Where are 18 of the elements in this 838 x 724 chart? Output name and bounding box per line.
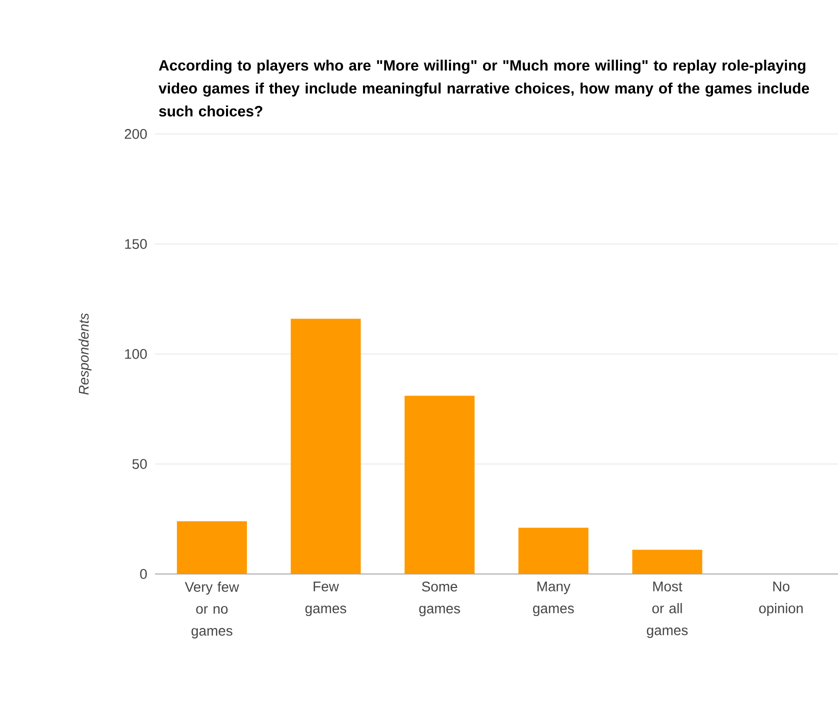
x-tick-label: Few games xyxy=(305,582,346,616)
chart-title: According to players who are "More willing" or "Much more willing" to replay role-playing video games if they include meaningful narrative choices, how many of the games include such choices? xyxy=(158,60,810,116)
y-tick-label: 50 xyxy=(132,459,147,469)
y-tick-label: 0 xyxy=(140,569,147,579)
y-tick-label: 150 xyxy=(125,239,147,249)
x-tick-label: Very few or no games xyxy=(184,582,240,638)
bar xyxy=(290,318,361,574)
bar xyxy=(176,521,247,574)
x-tick-label: Some games xyxy=(419,582,460,616)
x-tick-label: Most or all games xyxy=(646,582,688,638)
bar xyxy=(404,396,475,574)
bar xyxy=(518,528,588,574)
y-tick-label: 100 xyxy=(125,349,147,359)
bar xyxy=(632,550,702,574)
x-tick-label: No opinion xyxy=(759,582,803,616)
y-axis-title: Respondents xyxy=(78,313,92,395)
y-tick-label: 200 xyxy=(124,129,147,139)
x-tick-label: Many games xyxy=(533,582,574,616)
